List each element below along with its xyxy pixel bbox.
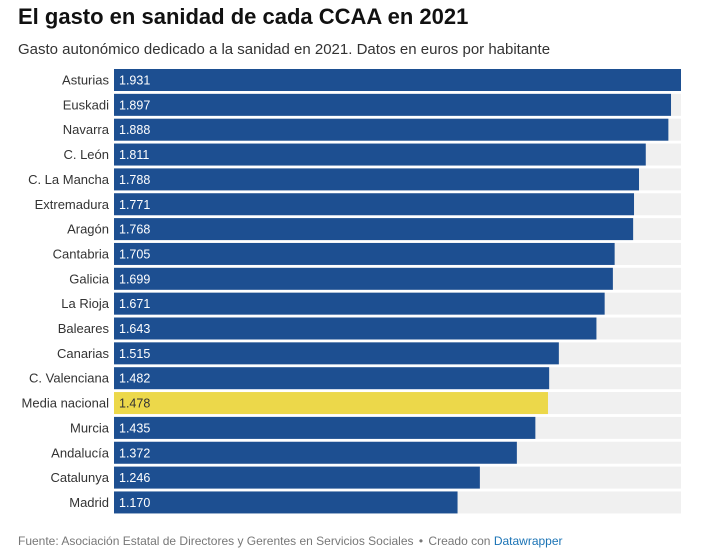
bar-extremadura bbox=[114, 193, 635, 216]
chart-subtitle: Gasto autonómico dedicado a la sanidad e… bbox=[18, 41, 551, 58]
footer-separator: • bbox=[418, 534, 424, 548]
value-label: 1.643 bbox=[119, 322, 150, 336]
category-label: Baleares bbox=[58, 321, 110, 336]
bar-c-valenciana bbox=[114, 367, 550, 390]
bar-madrid bbox=[114, 491, 458, 514]
value-label: 1.705 bbox=[119, 247, 150, 261]
bar-c-la-mancha bbox=[114, 168, 640, 191]
bar-andalucia bbox=[114, 441, 517, 464]
bar-row-madrid: Madrid 1.170 bbox=[69, 491, 681, 514]
category-label: Aragón bbox=[67, 222, 109, 237]
value-label: 1.246 bbox=[119, 471, 150, 485]
value-label: 1.435 bbox=[119, 421, 150, 435]
bar-cantabria bbox=[114, 242, 615, 265]
value-label: 1.515 bbox=[119, 347, 150, 361]
category-label: Canarias bbox=[57, 346, 110, 361]
value-label: 1.788 bbox=[119, 173, 150, 187]
bar-euskadi bbox=[114, 93, 672, 116]
source-note: Fuente: Asociación Estatal de Directores… bbox=[18, 534, 414, 548]
value-label: 1.482 bbox=[119, 372, 150, 386]
category-label: Cantabria bbox=[53, 246, 110, 261]
bar-row-euskadi: Euskadi 1.897 bbox=[63, 93, 681, 116]
bar-canarias bbox=[114, 342, 559, 365]
value-label: 1.699 bbox=[119, 272, 150, 286]
bar-row-media-nacional: Media nacional 1.478 bbox=[22, 392, 681, 415]
bar-row-extremadura: Extremadura 1.771 bbox=[35, 193, 681, 216]
category-label: Euskadi bbox=[63, 97, 109, 112]
category-label: Navarra bbox=[63, 122, 110, 137]
bar-row-la-rioja: La Rioja 1.671 bbox=[61, 292, 681, 315]
value-label: 1.931 bbox=[119, 74, 150, 88]
value-label: 1.897 bbox=[119, 98, 150, 112]
value-label: 1.768 bbox=[119, 223, 150, 237]
bar-catalunya bbox=[114, 466, 480, 489]
bar-c-leon bbox=[114, 143, 646, 166]
bar-row-galicia: Galicia 1.699 bbox=[69, 267, 681, 290]
category-label: C. La Mancha bbox=[28, 172, 110, 187]
category-label: Murcia bbox=[70, 420, 110, 435]
value-label: 1.478 bbox=[119, 397, 150, 411]
bar-row-c-valenciana: C. Valenciana 1.482 bbox=[29, 367, 681, 390]
chart-title: El gasto en sanidad de cada CCAA en 2021 bbox=[18, 4, 469, 29]
created-with-label: Creado con bbox=[428, 534, 491, 548]
bar-row-canarias: Canarias 1.515 bbox=[57, 342, 681, 365]
bar-navarra bbox=[114, 118, 669, 141]
bar-galicia bbox=[114, 267, 613, 290]
bar-row-andalucia: Andalucía 1.372 bbox=[51, 441, 681, 464]
value-label: 1.372 bbox=[119, 446, 150, 460]
value-label: 1.811 bbox=[119, 148, 149, 162]
category-label: C. Valenciana bbox=[29, 371, 110, 386]
bar-asturias bbox=[114, 69, 681, 91]
bar-row-murcia: Murcia 1.435 bbox=[70, 416, 681, 439]
value-label: 1.671 bbox=[119, 297, 150, 311]
datawrapper-link[interactable]: Datawrapper bbox=[493, 534, 563, 548]
category-label: Extremadura bbox=[35, 197, 110, 212]
category-label: C. León bbox=[63, 147, 109, 162]
bar-row-cantabria: Cantabria 1.705 bbox=[53, 242, 681, 265]
category-label: Andalucía bbox=[51, 445, 110, 460]
bar-row-c-la-mancha: C. La Mancha 1.788 bbox=[28, 168, 681, 191]
bar-row-asturias: Asturias 1.931 bbox=[62, 69, 681, 91]
bar-row-catalunya: Catalunya 1.246 bbox=[50, 466, 681, 489]
value-label: 1.170 bbox=[119, 496, 150, 510]
bar-baleares bbox=[114, 317, 597, 340]
category-label: La Rioja bbox=[61, 296, 109, 311]
bar-row-c-leon: C. León 1.811 bbox=[63, 143, 681, 166]
bar-la-rioja bbox=[114, 292, 605, 315]
category-label: Madrid bbox=[69, 495, 109, 510]
category-label: Media nacional bbox=[22, 396, 110, 411]
bar-row-aragon: Aragón 1.768 bbox=[67, 218, 681, 241]
value-label: 1.771 bbox=[119, 198, 150, 212]
bar-row-baleares: Baleares 1.643 bbox=[58, 317, 681, 340]
category-label: Galicia bbox=[69, 271, 110, 286]
bar-row-navarra: Navarra 1.888 bbox=[63, 118, 681, 141]
value-label: 1.888 bbox=[119, 123, 150, 137]
category-label: Asturias bbox=[62, 73, 109, 88]
chart-footer: Fuente: Asociación Estatal de Directores… bbox=[18, 534, 563, 548]
bar-aragon bbox=[114, 218, 634, 241]
bar-media-nacional bbox=[114, 392, 548, 415]
category-label: Catalunya bbox=[50, 470, 109, 485]
bar-murcia bbox=[114, 416, 536, 439]
